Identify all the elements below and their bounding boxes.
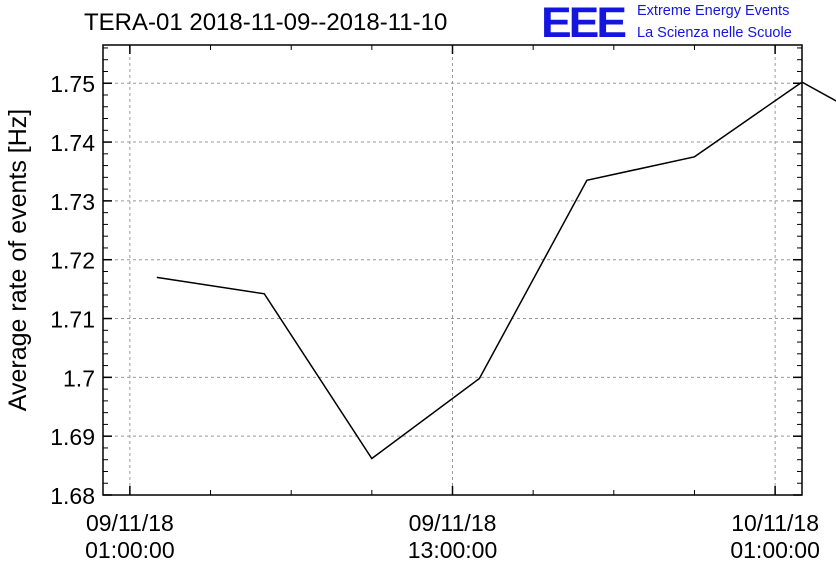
- series-line: [156, 81, 836, 460]
- x-tick-label-time: 13:00:00: [408, 537, 498, 563]
- logo-tagline-line2: La Scienza nelle Scuole: [637, 25, 792, 41]
- plot-frame: [102, 44, 803, 496]
- x-tick-label-time: 01:00:00: [85, 537, 175, 563]
- x-tick-label-date: 09/11/18: [86, 510, 174, 536]
- y-tick-label: 1.71: [50, 307, 95, 333]
- y-tick-label: 1.68: [50, 483, 95, 509]
- y-tick-label: 1.69: [50, 424, 95, 450]
- y-tick-label: 1.7: [63, 365, 95, 391]
- chart-title: TERA-01 2018-11-09--2018-11-10: [84, 9, 448, 36]
- x-tick-label-time: 01:00:00: [730, 537, 820, 563]
- x-tick-label-date: 09/11/18: [409, 510, 497, 536]
- x-tick-labels: 09/11/1801:00:0009/11/1813:00:0010/11/18…: [85, 510, 820, 563]
- y-tick-label: 1.72: [50, 248, 95, 274]
- grid-lines: [103, 45, 802, 495]
- y-axis-label: Average rate of events [Hz]: [4, 109, 32, 411]
- logo-tagline-line1: Extreme Energy Events: [637, 3, 790, 19]
- y-tick-label: 1.74: [50, 130, 95, 156]
- y-tick-label: 1.75: [50, 71, 95, 97]
- major-tick-marks: [103, 45, 802, 496]
- y-tick-label: 1.73: [50, 189, 95, 215]
- x-tick-label-date: 10/11/18: [731, 510, 819, 536]
- y-tick-labels: 1.68 1.69 1.7 1.71 1.72 1.73 1.74 1.75: [50, 71, 95, 509]
- eee-logo-mark: EEE: [541, 0, 627, 47]
